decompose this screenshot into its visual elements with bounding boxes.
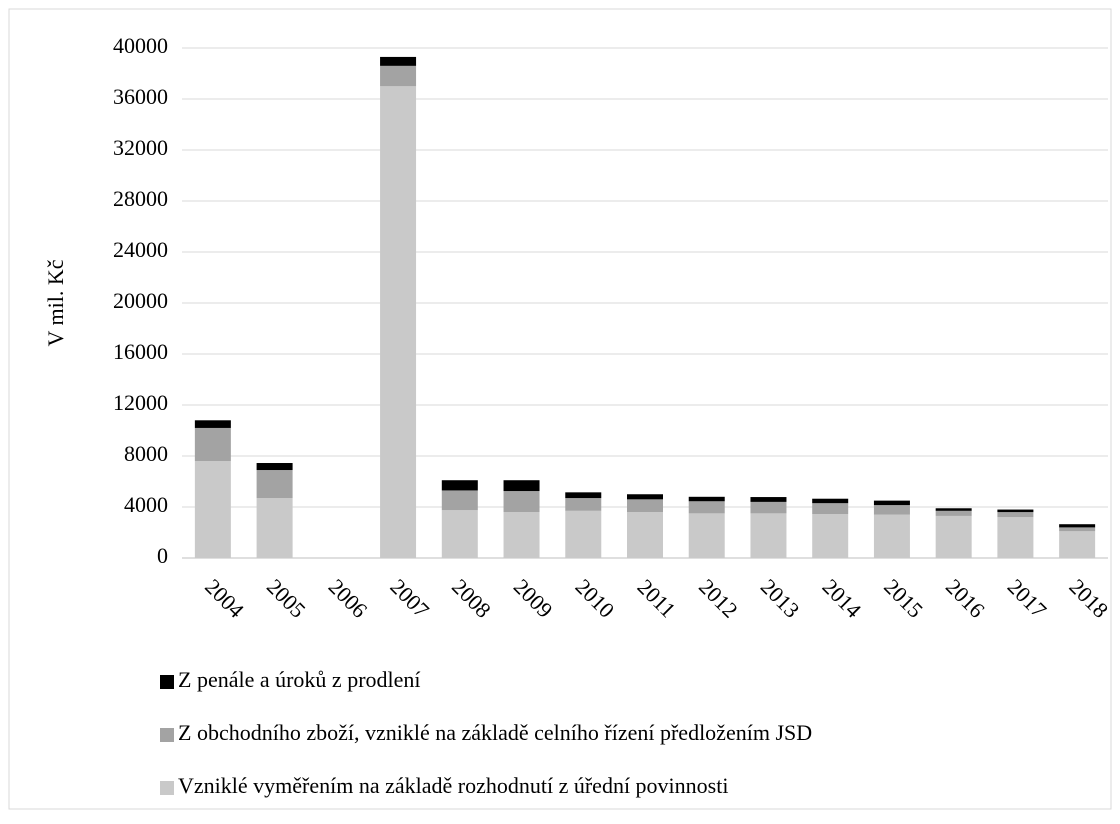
bar-segment — [256, 463, 293, 471]
bar-segment — [873, 500, 910, 506]
bar-segment — [380, 56, 417, 66]
legend-swatch — [160, 781, 174, 795]
y-tick-label: 20000 — [113, 288, 168, 313]
bar-segment — [627, 494, 663, 500]
legend-swatch — [160, 675, 174, 689]
bar-segment — [812, 503, 849, 515]
bar-segment — [750, 513, 787, 558]
bar-segment — [441, 490, 478, 511]
bar-segment — [503, 491, 540, 513]
bar-segment — [688, 513, 725, 558]
bar-segment — [441, 510, 478, 558]
y-tick-label: 0 — [157, 543, 168, 568]
y-tick-label: 24000 — [113, 237, 168, 262]
bar-segment — [380, 65, 417, 87]
bar-segment — [194, 461, 231, 558]
bar-segment — [503, 512, 540, 558]
bar-segment — [1059, 531, 1096, 558]
bar-segment — [380, 86, 417, 558]
bar-segment — [997, 509, 1034, 513]
y-tick-label: 32000 — [113, 135, 168, 160]
bar-segment — [1059, 527, 1096, 532]
legend-swatch — [160, 728, 174, 742]
legend-label: Z penále a úroků z prodlení — [178, 667, 421, 692]
bar-segment — [194, 427, 231, 462]
chart-border — [8, 8, 1112, 810]
y-tick-label: 12000 — [113, 390, 168, 415]
bar-segment — [194, 420, 231, 428]
y-tick-label: 28000 — [113, 186, 168, 211]
bar-segment — [750, 497, 787, 502]
bar-segment — [627, 512, 663, 558]
y-tick-label: 36000 — [113, 84, 168, 109]
bar-segment — [688, 501, 725, 514]
bar-segment — [565, 510, 602, 558]
y-tick-label: 16000 — [113, 339, 168, 364]
bar-segment — [256, 498, 293, 558]
bar-segment — [873, 514, 910, 558]
legend-label: Vzniklé vyměřením na základě rozhodnutí … — [178, 773, 728, 798]
bar-segment — [812, 498, 849, 504]
bar-segment — [935, 508, 972, 511]
y-tick-label: 4000 — [124, 492, 168, 517]
legend-label: Z obchodního zboží, vzniklé na základě c… — [178, 720, 812, 745]
bar-segment — [441, 480, 478, 491]
bar-segment — [503, 480, 540, 492]
bar-segment — [688, 496, 725, 502]
bar-segment — [627, 499, 663, 513]
bar-segment — [565, 498, 602, 511]
bar-segment — [873, 505, 910, 515]
y-axis-label: V mil. Kč — [43, 259, 68, 346]
bar-segment — [565, 492, 602, 499]
bar-segment — [750, 501, 787, 514]
bar-segment — [812, 514, 849, 558]
y-tick-label: 8000 — [124, 441, 168, 466]
bar-segment — [935, 510, 972, 516]
bar-segment — [1059, 524, 1096, 528]
y-tick-label: 40000 — [113, 33, 168, 58]
bar-segment — [997, 517, 1034, 558]
bar-segment — [997, 512, 1034, 518]
bar-segment — [935, 515, 972, 558]
bar-segment — [256, 470, 293, 499]
